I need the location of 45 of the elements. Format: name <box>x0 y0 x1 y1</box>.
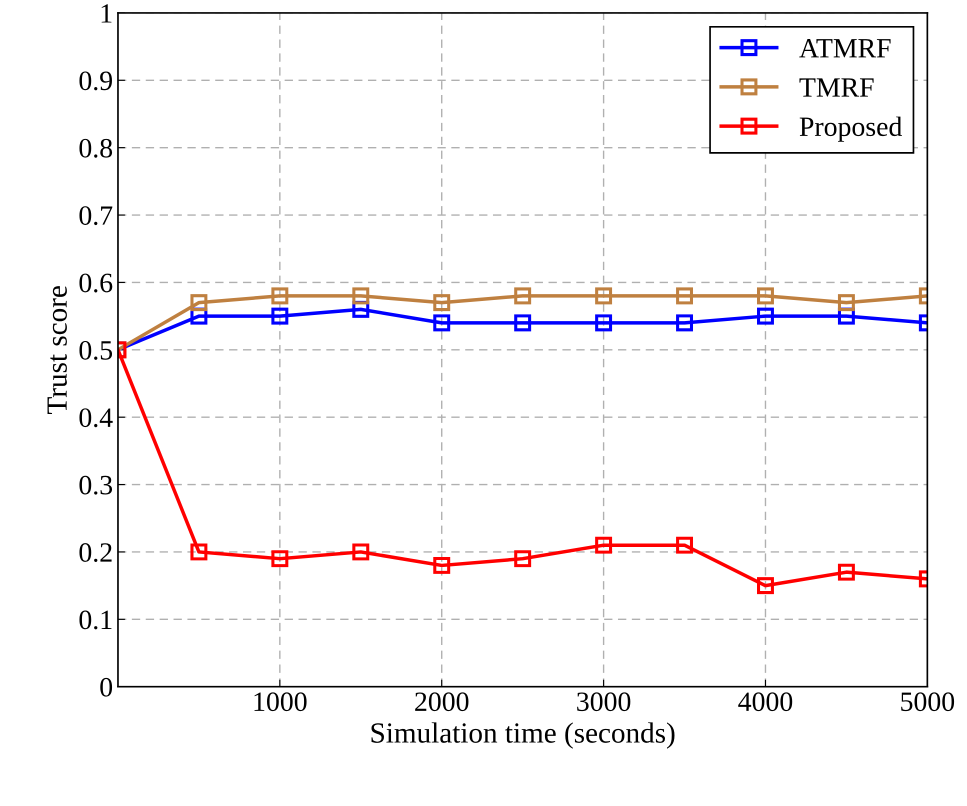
point <box>352 287 370 304</box>
legend-label: Proposed <box>800 116 902 142</box>
point <box>757 287 774 304</box>
y-tick-label: 0.6 <box>79 274 112 292</box>
x-tick-label: 4000 <box>738 692 792 712</box>
point <box>838 294 855 312</box>
point <box>271 308 288 325</box>
y-tick-label: 0.4 <box>79 408 113 428</box>
point <box>514 287 532 304</box>
y-tick-label: 0.8 <box>79 138 112 158</box>
point <box>676 287 694 304</box>
point <box>757 577 774 594</box>
point <box>514 314 532 332</box>
y-tick-label: 0.2 <box>79 543 112 562</box>
legend-label: ATMRF <box>799 39 891 58</box>
y-tick-label: 0.1 <box>79 610 112 630</box>
y-tick-label: 0.7 <box>79 206 112 226</box>
x-tick-label: 1000 <box>254 692 307 712</box>
point <box>676 314 694 332</box>
point <box>433 314 450 332</box>
point <box>352 543 370 560</box>
point <box>595 536 612 554</box>
point <box>595 314 612 332</box>
x-tick-label: 3000 <box>577 692 630 712</box>
legend-label: TMRF <box>799 78 874 97</box>
y-tick-label: 0.3 <box>79 476 112 495</box>
point <box>271 287 288 304</box>
y-axis-title: Trust score <box>48 286 67 414</box>
point <box>271 550 288 568</box>
y-tick-label: 1 <box>102 4 112 23</box>
x-axis-title: Simulation time (seconds) <box>372 722 674 749</box>
point <box>190 543 208 560</box>
point <box>676 536 694 554</box>
point <box>595 287 612 304</box>
point <box>190 294 208 312</box>
y-tick-label: 0.9 <box>79 71 112 90</box>
point <box>433 556 450 574</box>
x-tick-label: 2000 <box>415 692 468 712</box>
y-tick-label: 0.5 <box>79 340 112 360</box>
point <box>433 294 450 312</box>
x-tick-label: 5000 <box>901 692 954 712</box>
y-tick-label: 0 <box>100 678 112 697</box>
point <box>838 564 855 581</box>
point <box>514 550 532 568</box>
point <box>757 308 774 325</box>
